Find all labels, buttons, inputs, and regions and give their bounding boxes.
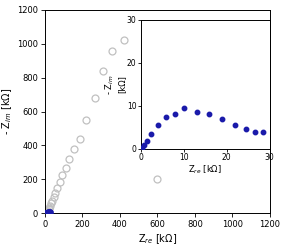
Y-axis label: - Z$_{im}$
[kΩ]: - Z$_{im}$ [kΩ] bbox=[104, 74, 126, 94]
X-axis label: Z$_{re}$ [kΩ]: Z$_{re}$ [kΩ] bbox=[188, 163, 222, 176]
X-axis label: Z$_{re}$ [kΩ]: Z$_{re}$ [kΩ] bbox=[138, 232, 177, 246]
Y-axis label: - Z$_{im}$ [kΩ]: - Z$_{im}$ [kΩ] bbox=[1, 88, 14, 135]
